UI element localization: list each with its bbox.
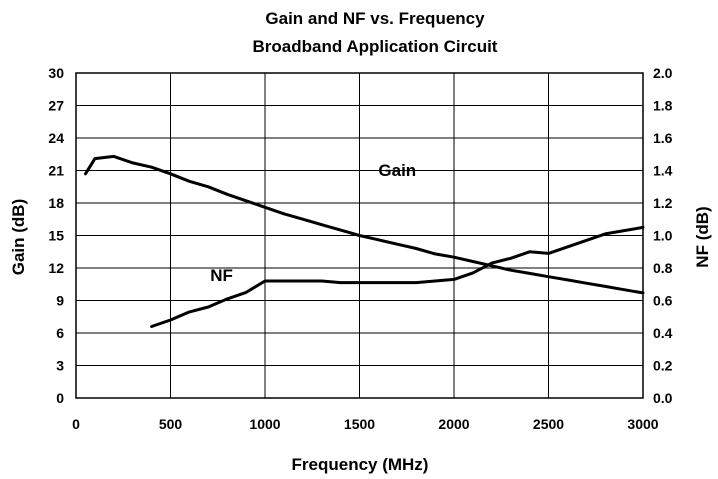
plot-area <box>75 72 644 399</box>
x-tick-label: 3000 <box>627 416 658 432</box>
left-tick-label: 15 <box>48 228 64 244</box>
left-tick-label: 12 <box>48 260 64 276</box>
right-tick-label: 2.0 <box>653 65 673 81</box>
right-tick-label: 1.8 <box>653 98 673 114</box>
x-tick-label: 1500 <box>344 416 375 432</box>
x-tick-label: 500 <box>159 416 183 432</box>
series-label-gain: Gain <box>378 161 416 180</box>
series-line-nf <box>150 225 645 328</box>
right-tick-label: 0.2 <box>653 358 673 374</box>
right-tick-label: 0.6 <box>653 293 673 309</box>
left-tick-label: 27 <box>48 98 64 114</box>
x-tick-label: 0 <box>72 416 80 432</box>
right-tick-label: 0.0 <box>653 390 673 406</box>
right-tick-label: 1.2 <box>653 195 673 211</box>
right-axis-ticks: 0.0 0.2 0.4 0.6 0.8 1.0 1.2 1.4 1.6 1.8 2.0 <box>653 65 673 406</box>
series-line-gain <box>84 154 645 295</box>
right-axis-label: NF (dB) <box>693 206 712 267</box>
x-tick-label: 1000 <box>249 416 280 432</box>
right-tick-label: 1.4 <box>653 163 673 179</box>
left-tick-label: 21 <box>48 163 64 179</box>
x-tick-label: 2500 <box>533 416 564 432</box>
right-tick-label: 0.8 <box>653 260 673 276</box>
left-axis-label: Gain (dB) <box>9 199 28 276</box>
chart-title: Gain and NF vs. Frequency <box>265 9 485 28</box>
right-tick-label: 0.4 <box>653 325 673 341</box>
x-tick-label: 2000 <box>438 416 469 432</box>
left-tick-label: 9 <box>56 293 64 309</box>
series-lines <box>84 154 645 328</box>
left-tick-label: 6 <box>56 325 64 341</box>
left-tick-label: 3 <box>56 358 64 374</box>
series-annotations: Gain NF <box>210 161 416 285</box>
x-axis-label: Frequency (MHz) <box>292 455 429 474</box>
left-tick-label: 24 <box>48 130 64 146</box>
left-axis-ticks: 0 3 6 9 12 15 18 21 24 27 30 <box>48 65 64 406</box>
series-label-nf: NF <box>210 266 233 285</box>
left-tick-label: 0 <box>56 390 64 406</box>
chart-subtitle: Broadband Application Circuit <box>253 37 498 56</box>
x-axis-ticks: 0 500 1000 1500 2000 2500 3000 <box>72 416 659 432</box>
left-tick-label: 18 <box>48 195 64 211</box>
left-tick-label: 30 <box>48 65 64 81</box>
right-tick-label: 1.0 <box>653 228 673 244</box>
right-tick-label: 1.6 <box>653 130 673 146</box>
